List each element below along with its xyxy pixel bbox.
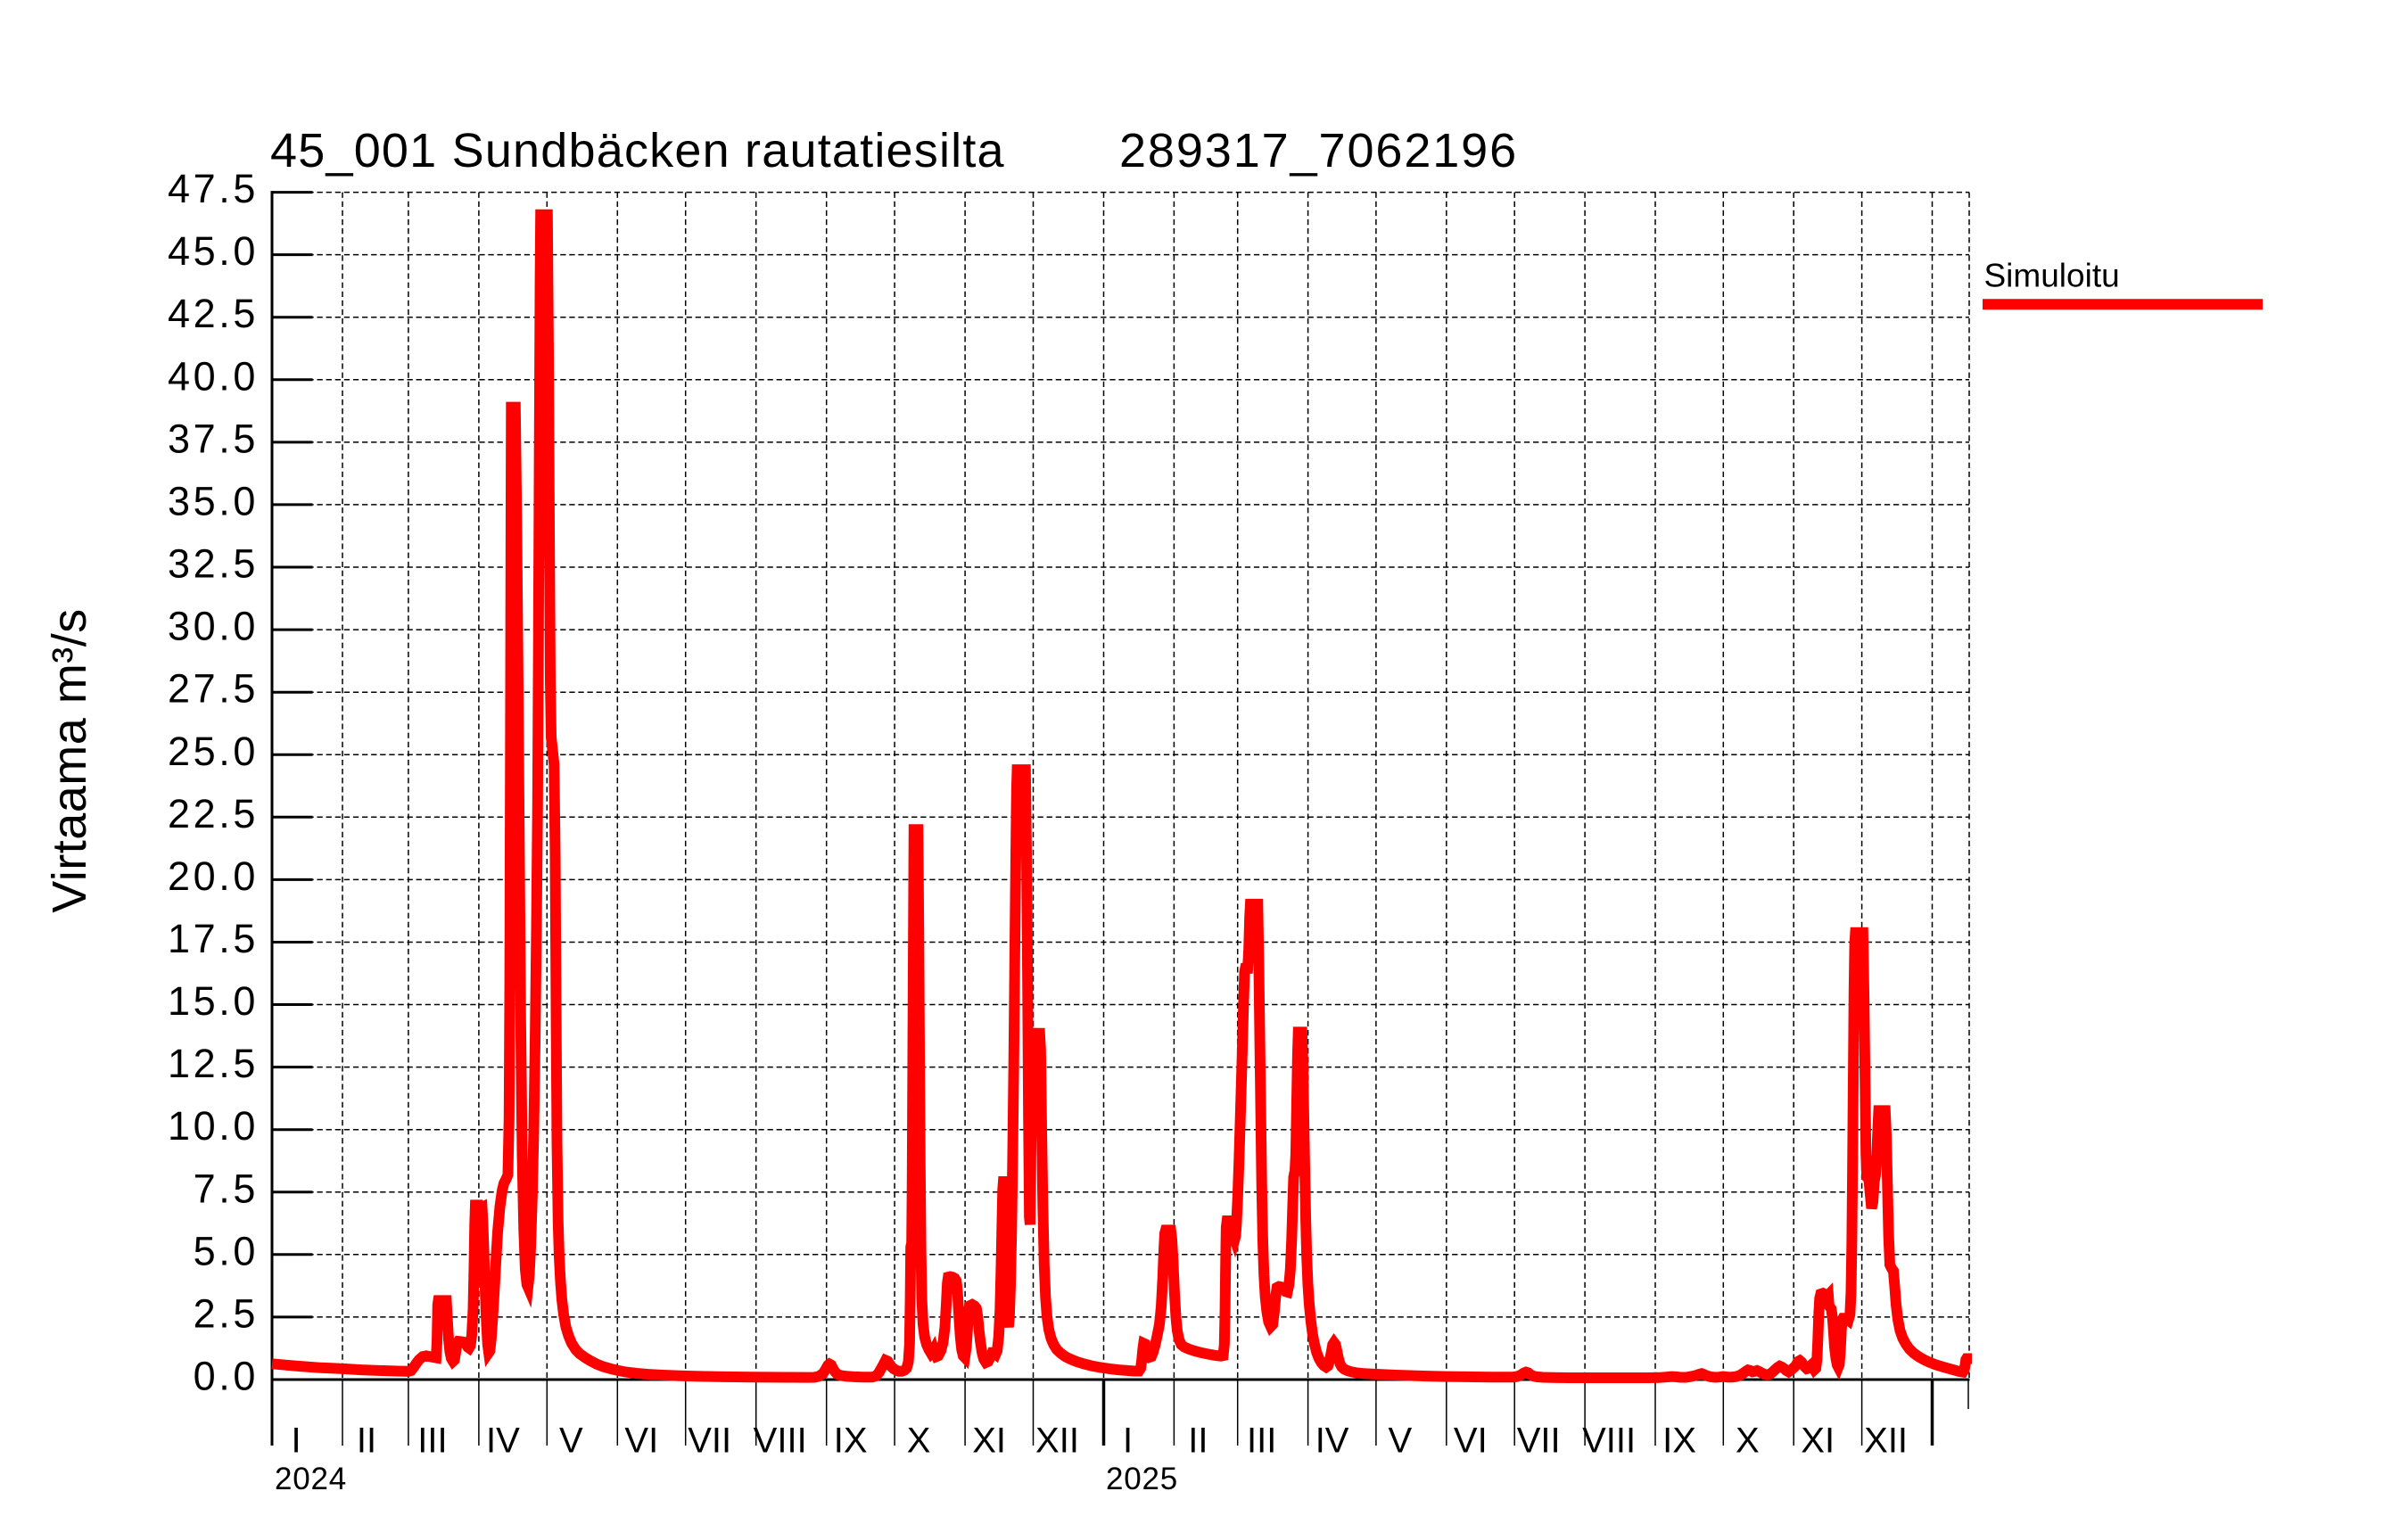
svg-text:45.0: 45.0: [168, 228, 259, 274]
svg-text:12.5: 12.5: [168, 1041, 259, 1086]
svg-text:2025: 2025: [1106, 1462, 1178, 1496]
svg-text:5.0: 5.0: [194, 1228, 259, 1273]
svg-text:X: X: [907, 1421, 931, 1461]
svg-text:Virtaama m³/s: Virtaama m³/s: [43, 608, 96, 913]
svg-text:II: II: [357, 1421, 376, 1461]
svg-text:30.0: 30.0: [168, 604, 259, 649]
svg-text:XI: XI: [972, 1421, 1006, 1461]
svg-text:VI: VI: [624, 1421, 658, 1461]
svg-text:25.0: 25.0: [168, 729, 259, 774]
svg-text:42.5: 42.5: [168, 291, 259, 336]
svg-text:V: V: [559, 1421, 583, 1461]
svg-text:II: II: [1188, 1421, 1208, 1461]
svg-text:XI: XI: [1801, 1421, 1835, 1461]
svg-text:I: I: [291, 1421, 301, 1461]
svg-text:VI: VI: [1454, 1421, 1488, 1461]
svg-text:XII: XII: [1864, 1421, 1908, 1461]
svg-text:III: III: [1247, 1421, 1276, 1461]
svg-text:X: X: [1736, 1421, 1760, 1461]
svg-text:XII: XII: [1035, 1421, 1079, 1461]
svg-text:I: I: [1123, 1421, 1133, 1461]
svg-text:2024: 2024: [275, 1462, 347, 1496]
svg-text:IV: IV: [1315, 1421, 1349, 1461]
svg-text:2.5: 2.5: [194, 1290, 259, 1336]
svg-text:17.5: 17.5: [168, 916, 259, 961]
svg-text:IX: IX: [834, 1421, 868, 1461]
svg-text:7.5: 7.5: [194, 1166, 259, 1211]
svg-text:37.5: 37.5: [168, 416, 259, 461]
svg-text:40.0: 40.0: [168, 353, 259, 399]
svg-text:VIII: VIII: [1582, 1421, 1636, 1461]
svg-text:32.5: 32.5: [168, 541, 259, 587]
svg-text:35.0: 35.0: [168, 478, 259, 523]
svg-text:IX: IX: [1662, 1421, 1696, 1461]
svg-text:45_001 Sundbäcken rautatiesilt: 45_001 Sundbäcken rautatiesilta: [270, 124, 1005, 177]
svg-text:VII: VII: [1517, 1421, 1561, 1461]
svg-text:22.5: 22.5: [168, 791, 259, 836]
svg-text:VII: VII: [688, 1421, 731, 1461]
svg-text:VIII: VIII: [754, 1421, 807, 1461]
svg-text:20.0: 20.0: [168, 853, 259, 899]
svg-text:289317_7062196: 289317_7062196: [1119, 124, 1518, 177]
svg-text:27.5: 27.5: [168, 666, 259, 712]
svg-text:10.0: 10.0: [168, 1103, 259, 1149]
svg-text:V: V: [1389, 1421, 1413, 1461]
svg-text:0.0: 0.0: [194, 1354, 259, 1399]
svg-text:Simuloitu: Simuloitu: [1984, 258, 2120, 294]
svg-text:IV: IV: [486, 1421, 520, 1461]
svg-text:15.0: 15.0: [168, 978, 259, 1024]
svg-text:III: III: [417, 1421, 447, 1461]
svg-text:47.5: 47.5: [168, 166, 259, 211]
